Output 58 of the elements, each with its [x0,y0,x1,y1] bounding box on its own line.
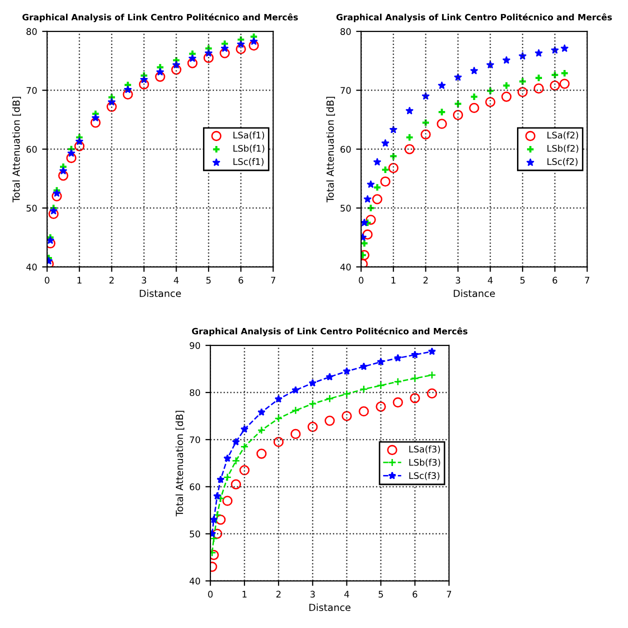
y-tick-label: 80 [190,389,200,396]
legend-label: LSa(f2) [547,132,578,140]
y-tick-label: 60 [190,483,200,490]
x-tick-label: 3 [310,590,315,598]
x-tick-label: 0 [358,276,364,284]
x-tick-label: 2 [423,276,428,284]
y-tick-label: 60 [340,146,351,153]
y-tick-label: 80 [340,28,351,35]
x-tick-label: 1 [242,590,247,598]
legend-label: LSa(f3) [409,446,440,454]
y-tick-label: 50 [26,204,37,212]
y-tick-label: 70 [340,87,351,94]
x-axis-title: Distance [140,290,181,298]
legend-label: LSb(f3) [409,458,440,467]
x-tick-label: 1 [78,276,82,284]
chart-title: Graphical Analysis of Link Centro Politécnico and Mercês [192,327,468,336]
x-tick-label: 7 [446,590,452,598]
y-tick-label: 40 [190,578,200,584]
x-tick-label: 2 [276,590,281,598]
y-tick-label: 40 [26,264,37,270]
x-tick-label: 6 [412,590,418,598]
x-tick-label: 3 [142,276,146,284]
x-tick-label: 3 [456,276,460,284]
y-axis-title: Total Attenuation [dB] [12,96,21,202]
x-tick-label: 6 [552,276,558,284]
chart-title: Graphical Analysis of Link Centro Politécnico and Mercês [336,13,612,22]
legend-label: LSa(f1) [233,132,264,140]
x-tick-label: 5 [206,276,211,284]
chart-title: Graphical Analysis of Link Centro Politécnico and Mercês [22,13,298,22]
x-tick-label: 1 [392,276,396,284]
y-tick-label: 50 [190,530,200,538]
x-tick-label: 4 [488,276,493,284]
y-tick-label: 80 [26,28,37,35]
x-tick-label: 6 [238,276,244,284]
y-tick-label: 50 [340,204,351,212]
y-tick-label: 90 [190,342,200,349]
y-tick-label: 60 [26,146,37,153]
legend-label: LSc(f2) [547,158,578,166]
x-axis-title: Distance [309,604,350,612]
x-tick-label: 5 [520,276,525,284]
y-tick-label: 70 [190,436,200,444]
legend-label: LSb(f1) [233,144,264,153]
legend-label: LSb(f2) [547,144,578,153]
x-tick-label: 2 [109,276,114,284]
legend-label: LSc(f3) [409,472,440,480]
x-tick-label: 0 [208,590,213,598]
x-tick-label: 4 [174,276,179,284]
y-axis-title: Total Attenuation [dB] [176,410,184,516]
x-tick-label: 7 [271,276,276,284]
x-axis-title: Distance [454,290,495,298]
x-tick-label: 4 [344,590,350,598]
x-tick-label: 5 [378,590,383,598]
x-tick-label: 7 [585,276,590,284]
legend-label: LSc(f1) [233,158,264,166]
y-tick-label: 70 [26,87,37,94]
x-tick-label: 0 [44,276,50,284]
y-axis-title: Total Attenuation [dB] [326,96,335,202]
y-tick-label: 40 [340,264,351,270]
